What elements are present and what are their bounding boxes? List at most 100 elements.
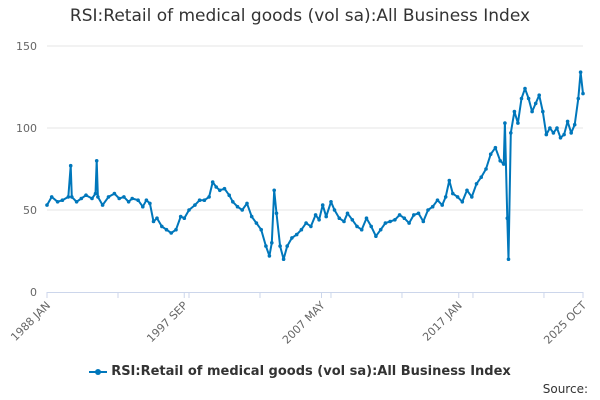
data-point[interactable] bbox=[350, 218, 355, 222]
data-point[interactable] bbox=[84, 193, 88, 197]
data-point[interactable] bbox=[519, 96, 524, 101]
data-point[interactable] bbox=[551, 131, 556, 135]
data-point[interactable] bbox=[45, 203, 49, 207]
data-point[interactable] bbox=[544, 132, 549, 137]
data-point[interactable] bbox=[440, 203, 445, 207]
data-point[interactable] bbox=[55, 200, 60, 204]
data-point[interactable] bbox=[329, 200, 333, 204]
data-point[interactable] bbox=[155, 216, 159, 220]
data-point[interactable] bbox=[355, 224, 359, 229]
data-point[interactable] bbox=[359, 227, 364, 232]
data-point[interactable] bbox=[148, 201, 152, 206]
data-point[interactable] bbox=[100, 203, 105, 207]
data-point[interactable] bbox=[160, 224, 164, 229]
data-point[interactable] bbox=[96, 195, 100, 199]
data-point[interactable] bbox=[187, 208, 191, 212]
data-point[interactable] bbox=[470, 195, 474, 199]
data-point[interactable] bbox=[416, 211, 421, 216]
data-point[interactable] bbox=[488, 152, 493, 156]
data-point[interactable] bbox=[324, 214, 329, 219]
data-point[interactable] bbox=[106, 195, 111, 199]
data-point[interactable] bbox=[565, 119, 570, 124]
data-point[interactable] bbox=[374, 234, 378, 238]
data-point[interactable] bbox=[193, 203, 197, 207]
data-point[interactable] bbox=[383, 221, 388, 225]
data-point[interactable] bbox=[272, 188, 277, 193]
data-point[interactable] bbox=[562, 132, 566, 137]
data-point[interactable] bbox=[281, 257, 286, 262]
data-point[interactable] bbox=[474, 182, 479, 186]
series-line[interactable] bbox=[46, 71, 584, 261]
data-point[interactable] bbox=[174, 227, 178, 232]
data-point[interactable] bbox=[144, 198, 149, 202]
data-point[interactable] bbox=[393, 218, 397, 222]
data-point[interactable] bbox=[93, 191, 98, 196]
data-point[interactable] bbox=[533, 101, 538, 106]
data-point[interactable] bbox=[505, 216, 510, 220]
data-point[interactable] bbox=[501, 162, 506, 166]
data-point[interactable] bbox=[60, 198, 65, 202]
data-point[interactable] bbox=[267, 254, 272, 258]
data-point[interactable] bbox=[214, 185, 218, 189]
data-point[interactable] bbox=[576, 96, 581, 101]
data-point[interactable] bbox=[541, 109, 545, 114]
data-point[interactable] bbox=[178, 214, 183, 219]
data-point[interactable] bbox=[222, 186, 227, 191]
data-point[interactable] bbox=[503, 121, 507, 125]
data-point[interactable] bbox=[227, 193, 231, 197]
data-point[interactable] bbox=[197, 198, 202, 202]
data-point[interactable] bbox=[117, 196, 121, 201]
data-point[interactable] bbox=[523, 86, 527, 91]
data-point[interactable] bbox=[451, 191, 455, 196]
data-point[interactable] bbox=[49, 195, 54, 199]
data-point[interactable] bbox=[240, 208, 244, 212]
data-point[interactable] bbox=[290, 236, 294, 240]
data-point[interactable] bbox=[169, 231, 173, 235]
data-point[interactable] bbox=[548, 126, 552, 130]
data-point[interactable] bbox=[182, 216, 187, 220]
data-point[interactable] bbox=[285, 244, 290, 248]
data-point[interactable] bbox=[231, 200, 235, 204]
data-point[interactable] bbox=[447, 178, 452, 183]
data-point[interactable] bbox=[506, 257, 511, 262]
data-point[interactable] bbox=[278, 244, 282, 248]
data-point[interactable] bbox=[259, 227, 264, 232]
data-point[interactable] bbox=[484, 167, 488, 171]
data-point[interactable] bbox=[136, 198, 140, 202]
data-point[interactable] bbox=[345, 211, 350, 216]
data-point[interactable] bbox=[407, 221, 411, 225]
data-point[interactable] bbox=[74, 200, 79, 204]
data-point[interactable] bbox=[207, 195, 211, 199]
data-point[interactable] bbox=[364, 216, 369, 220]
data-point[interactable] bbox=[270, 241, 274, 245]
data-point[interactable] bbox=[498, 159, 503, 163]
data-point[interactable] bbox=[530, 109, 534, 114]
data-point[interactable] bbox=[79, 196, 84, 201]
data-point[interactable] bbox=[304, 221, 308, 225]
data-point[interactable] bbox=[249, 214, 254, 219]
data-point[interactable] bbox=[309, 224, 313, 229]
data-point[interactable] bbox=[235, 204, 240, 209]
data-point[interactable] bbox=[569, 131, 573, 135]
data-point[interactable] bbox=[210, 180, 215, 184]
data-point[interactable] bbox=[151, 219, 156, 224]
data-point[interactable] bbox=[430, 204, 435, 209]
data-point[interactable] bbox=[555, 126, 559, 130]
data-point[interactable] bbox=[94, 159, 99, 163]
data-point[interactable] bbox=[320, 203, 325, 207]
data-point[interactable] bbox=[443, 195, 448, 199]
data-point[interactable] bbox=[122, 195, 126, 199]
data-point[interactable] bbox=[313, 213, 318, 217]
legend[interactable]: RSI:Retail of medical goods (vol sa):All… bbox=[0, 364, 600, 379]
data-point[interactable] bbox=[126, 200, 131, 204]
data-point[interactable] bbox=[537, 93, 541, 97]
data-point[interactable] bbox=[294, 232, 299, 237]
data-point[interactable] bbox=[388, 219, 392, 224]
data-point[interactable] bbox=[509, 131, 513, 135]
data-point[interactable] bbox=[460, 200, 465, 204]
data-point[interactable] bbox=[202, 198, 207, 202]
data-point[interactable] bbox=[572, 122, 577, 127]
data-point[interactable] bbox=[526, 96, 531, 101]
data-point[interactable] bbox=[264, 244, 268, 248]
data-point[interactable] bbox=[254, 221, 259, 225]
